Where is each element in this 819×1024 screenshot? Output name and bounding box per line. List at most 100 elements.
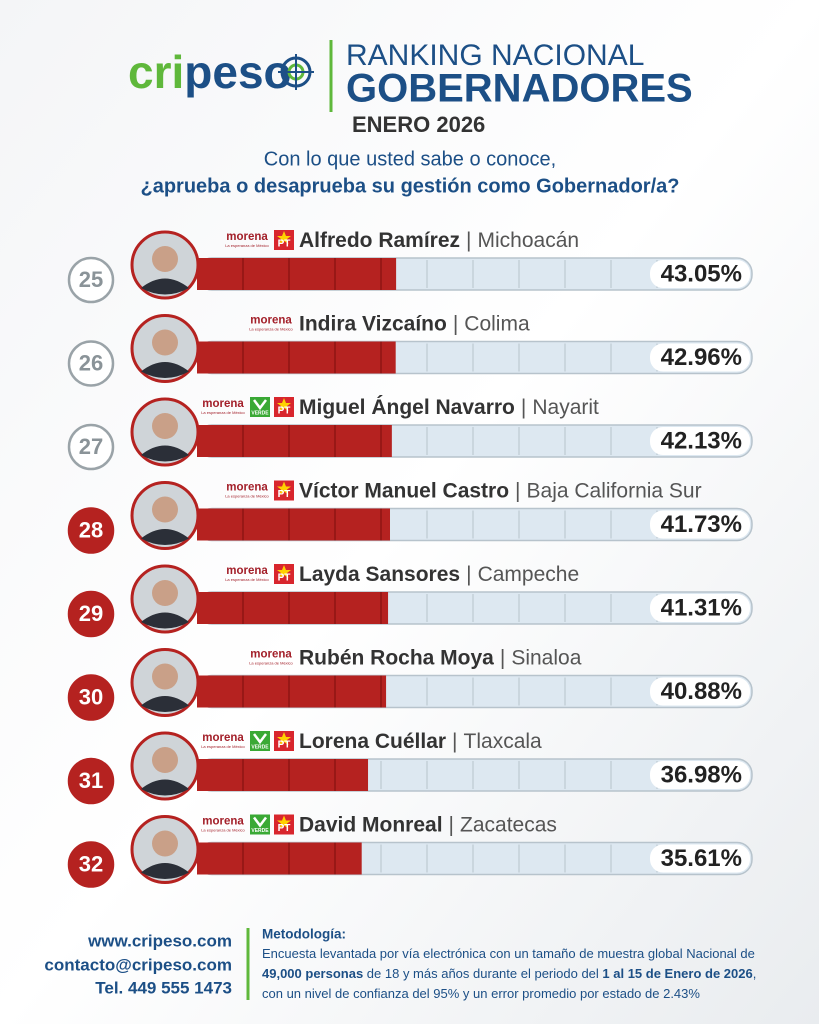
methodology-text: 49,000 personas — [262, 966, 363, 981]
value-label: 42.96% — [661, 344, 742, 371]
website: www.cripeso.com — [87, 931, 232, 950]
governor-name: Indira Vizcaíno — [299, 312, 447, 335]
governor: Víctor Manuel Castro | Baja California Sur — [299, 479, 702, 502]
party-pt: PT — [278, 239, 291, 250]
methodology-title: Metodología: — [262, 927, 346, 942]
separator: | — [500, 646, 505, 669]
logo-target — [278, 54, 314, 90]
party-verde: VERDE — [251, 744, 269, 750]
photo-body — [141, 696, 189, 712]
rank: 27 — [79, 434, 103, 459]
party-morena: morena — [202, 732, 244, 744]
party-pt-star — [277, 565, 291, 578]
party-tagline: La esperanza de México — [249, 327, 293, 332]
party-verde-mark — [253, 399, 267, 411]
party-morena: morena — [226, 565, 268, 577]
value-label: 36.98% — [661, 761, 742, 788]
party-verde-mark — [253, 816, 267, 828]
question: Con lo que usted sabe o conoce, — [264, 148, 556, 170]
bar — [197, 508, 391, 541]
value-box — [650, 427, 750, 455]
date: ENERO 2026 — [352, 112, 485, 137]
phone: Tel. 449 555 1473 — [95, 978, 232, 997]
methodology-text: , — [753, 966, 757, 981]
governor-name: David Monreal — [299, 813, 443, 836]
rank-badge — [67, 256, 115, 304]
bar — [197, 842, 362, 875]
rank-badge — [67, 590, 115, 638]
party-morena: morena — [202, 816, 244, 828]
state: Michoacán — [478, 229, 580, 252]
party-tagline: La esperanza de México — [201, 828, 245, 833]
party-tagline: La esperanza de México — [225, 243, 269, 248]
photo-body — [141, 362, 189, 378]
separator: | — [453, 312, 458, 335]
value-box — [650, 594, 750, 622]
rank: 30 — [79, 684, 103, 709]
state: Baja California Sur — [527, 479, 702, 502]
party-tagline: La esperanza de México — [201, 744, 245, 749]
methodology-line: 49,000 personas de 18 y más años durante… — [262, 966, 756, 981]
party-tagline: La esperanza de México — [201, 410, 245, 415]
party-tagline: La esperanza de México — [225, 577, 269, 582]
state: Campeche — [478, 563, 580, 586]
methodology-text: de 18 y más años durante el periodo del — [363, 966, 602, 981]
rank-badge — [67, 841, 115, 888]
governor: Lorena Cuéllar | Tlaxcala — [299, 730, 542, 753]
party-pt: PT — [278, 489, 291, 500]
bar — [197, 759, 369, 791]
party-morena: morena — [226, 231, 268, 243]
value-box — [650, 510, 750, 539]
party-morena: morena — [250, 649, 292, 661]
state: Colima — [464, 312, 530, 335]
rank-badge — [67, 507, 115, 554]
photo-head — [152, 663, 178, 690]
methodology-text: 1 al 15 de Enero de 2026 — [602, 966, 752, 981]
party-pt: PT — [278, 573, 291, 584]
photo-head — [152, 580, 178, 606]
value-box — [650, 844, 750, 873]
methodology: Encuesta levantada por vía electrónica c… — [262, 946, 756, 1001]
value-label: 43.05% — [661, 260, 742, 287]
separator: | — [466, 229, 471, 252]
rank: 31 — [79, 768, 103, 793]
methodology-text: con un nivel de confianza del 95% y un e… — [262, 986, 700, 1001]
photo-head — [152, 747, 178, 773]
photo-body — [141, 529, 189, 545]
separator: | — [449, 813, 454, 836]
photo-head — [152, 246, 178, 272]
bar — [197, 341, 396, 374]
party-morena: morena — [226, 482, 268, 494]
rank-badge — [67, 340, 115, 387]
party-pt: PT — [278, 740, 291, 751]
methodology-line: Encuesta levantada por vía electrónica c… — [262, 946, 755, 961]
governor: Layda Sansores | Campeche — [299, 563, 579, 586]
value-label: 40.88% — [661, 678, 742, 705]
party-pt-star — [277, 398, 291, 411]
methodology-text: Encuesta levantada por vía electrónica c… — [262, 946, 755, 961]
rank: 29 — [79, 601, 103, 626]
logo-part: cri — [128, 46, 184, 98]
title: GOBERNADORES — [346, 67, 693, 111]
email: contacto@cripeso.com — [44, 955, 232, 974]
logo-part: peso — [184, 46, 291, 98]
rank: 28 — [79, 517, 103, 542]
governor: Miguel Ángel Navarro | Nayarit — [299, 396, 599, 419]
governor-name: Rubén Rocha Moya — [299, 646, 494, 669]
separator: | — [515, 479, 520, 502]
governor: Alfredo Ramírez | Michoacán — [299, 229, 579, 252]
party-pt-star — [277, 231, 291, 244]
rank: 25 — [79, 267, 103, 292]
rank-badge — [67, 757, 115, 805]
separator: | — [521, 396, 526, 419]
separator: | — [452, 730, 457, 753]
photo-body — [141, 278, 189, 295]
party-pt-star — [277, 815, 291, 829]
party-verde: VERDE — [251, 828, 269, 834]
